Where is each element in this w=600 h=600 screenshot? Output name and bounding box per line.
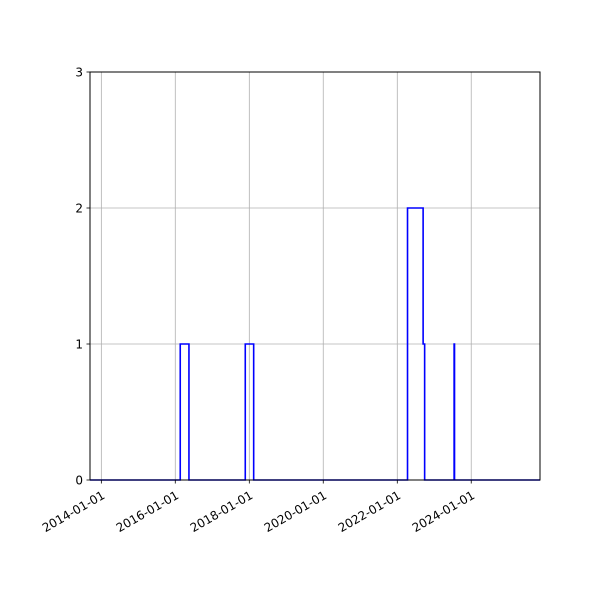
y-axis: 0 1 2 3 xyxy=(75,66,90,488)
y-tick-label: 2 xyxy=(75,202,83,216)
y-tick-label: 0 xyxy=(75,474,83,488)
y-tick-label: 3 xyxy=(75,66,83,80)
plot-frame xyxy=(89,71,541,481)
y-tick-label: 1 xyxy=(75,338,83,352)
series-line xyxy=(90,207,540,481)
series-layer xyxy=(90,207,540,481)
